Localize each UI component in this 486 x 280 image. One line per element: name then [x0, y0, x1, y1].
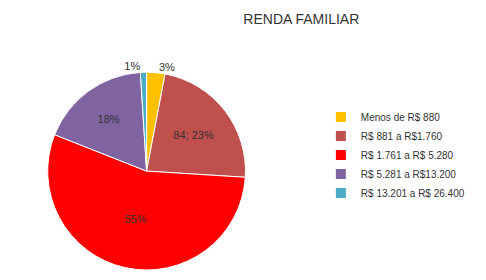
svg-text:55%: 55% — [125, 213, 147, 225]
svg-text:3%: 3% — [159, 61, 175, 73]
svg-text:RENDA FAMILIAR: RENDA FAMILIAR — [243, 11, 359, 27]
svg-text:1%: 1% — [124, 60, 140, 72]
svg-text:84; 23%: 84; 23% — [173, 129, 214, 141]
svg-text:R$ 1.761 a R$ 5.280: R$ 1.761 a R$ 5.280 — [361, 150, 454, 161]
svg-text:R$ 881 a R$1.760: R$ 881 a R$1.760 — [361, 131, 443, 142]
svg-text:R$ 5.281 a R$13.200: R$ 5.281 a R$13.200 — [361, 169, 457, 180]
svg-text:Menos de R$ 880: Menos de R$ 880 — [361, 112, 440, 123]
svg-text:18%: 18% — [98, 113, 120, 125]
svg-text:R$ 13.201 a R$ 26.400: R$ 13.201 a R$ 26.400 — [361, 188, 465, 199]
